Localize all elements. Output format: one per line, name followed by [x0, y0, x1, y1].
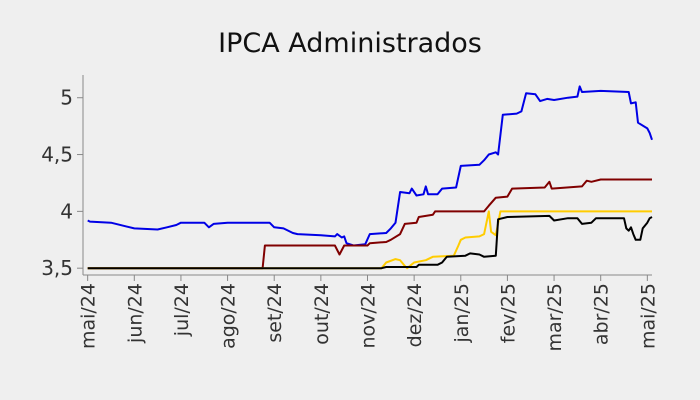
series-line-3	[87, 210, 652, 270]
series-line-2	[87, 178, 652, 270]
x-tick-label: out/24	[311, 283, 333, 345]
x-tick-label: set/24	[264, 283, 286, 343]
x-tick-label: jun/24	[124, 283, 146, 344]
x-tick-label: nov/24	[358, 283, 380, 349]
chart-title: IPCA Administrados	[218, 28, 482, 59]
x-tick-label: dez/24	[404, 283, 426, 347]
y-tick-label: 5	[60, 86, 73, 110]
x-tick-label: mar/25	[544, 283, 566, 352]
y-tick-label: 4,5	[41, 143, 73, 167]
x-tick-label: fev/25	[497, 283, 519, 343]
series-line-4	[87, 214, 653, 270]
x-tick-label: jan/25	[451, 283, 473, 344]
x-tick-label: abr/25	[591, 283, 613, 345]
x-tick-label: ago/24	[218, 283, 240, 349]
y-tick-label: 3,5	[41, 256, 73, 280]
x-tick-label: jul/24	[171, 283, 193, 337]
y-tick-label: 4	[60, 199, 73, 223]
x-tick-label: mai/24	[78, 283, 100, 349]
series-line-1	[87, 85, 653, 247]
x-tick-label: mai/25	[637, 283, 659, 349]
